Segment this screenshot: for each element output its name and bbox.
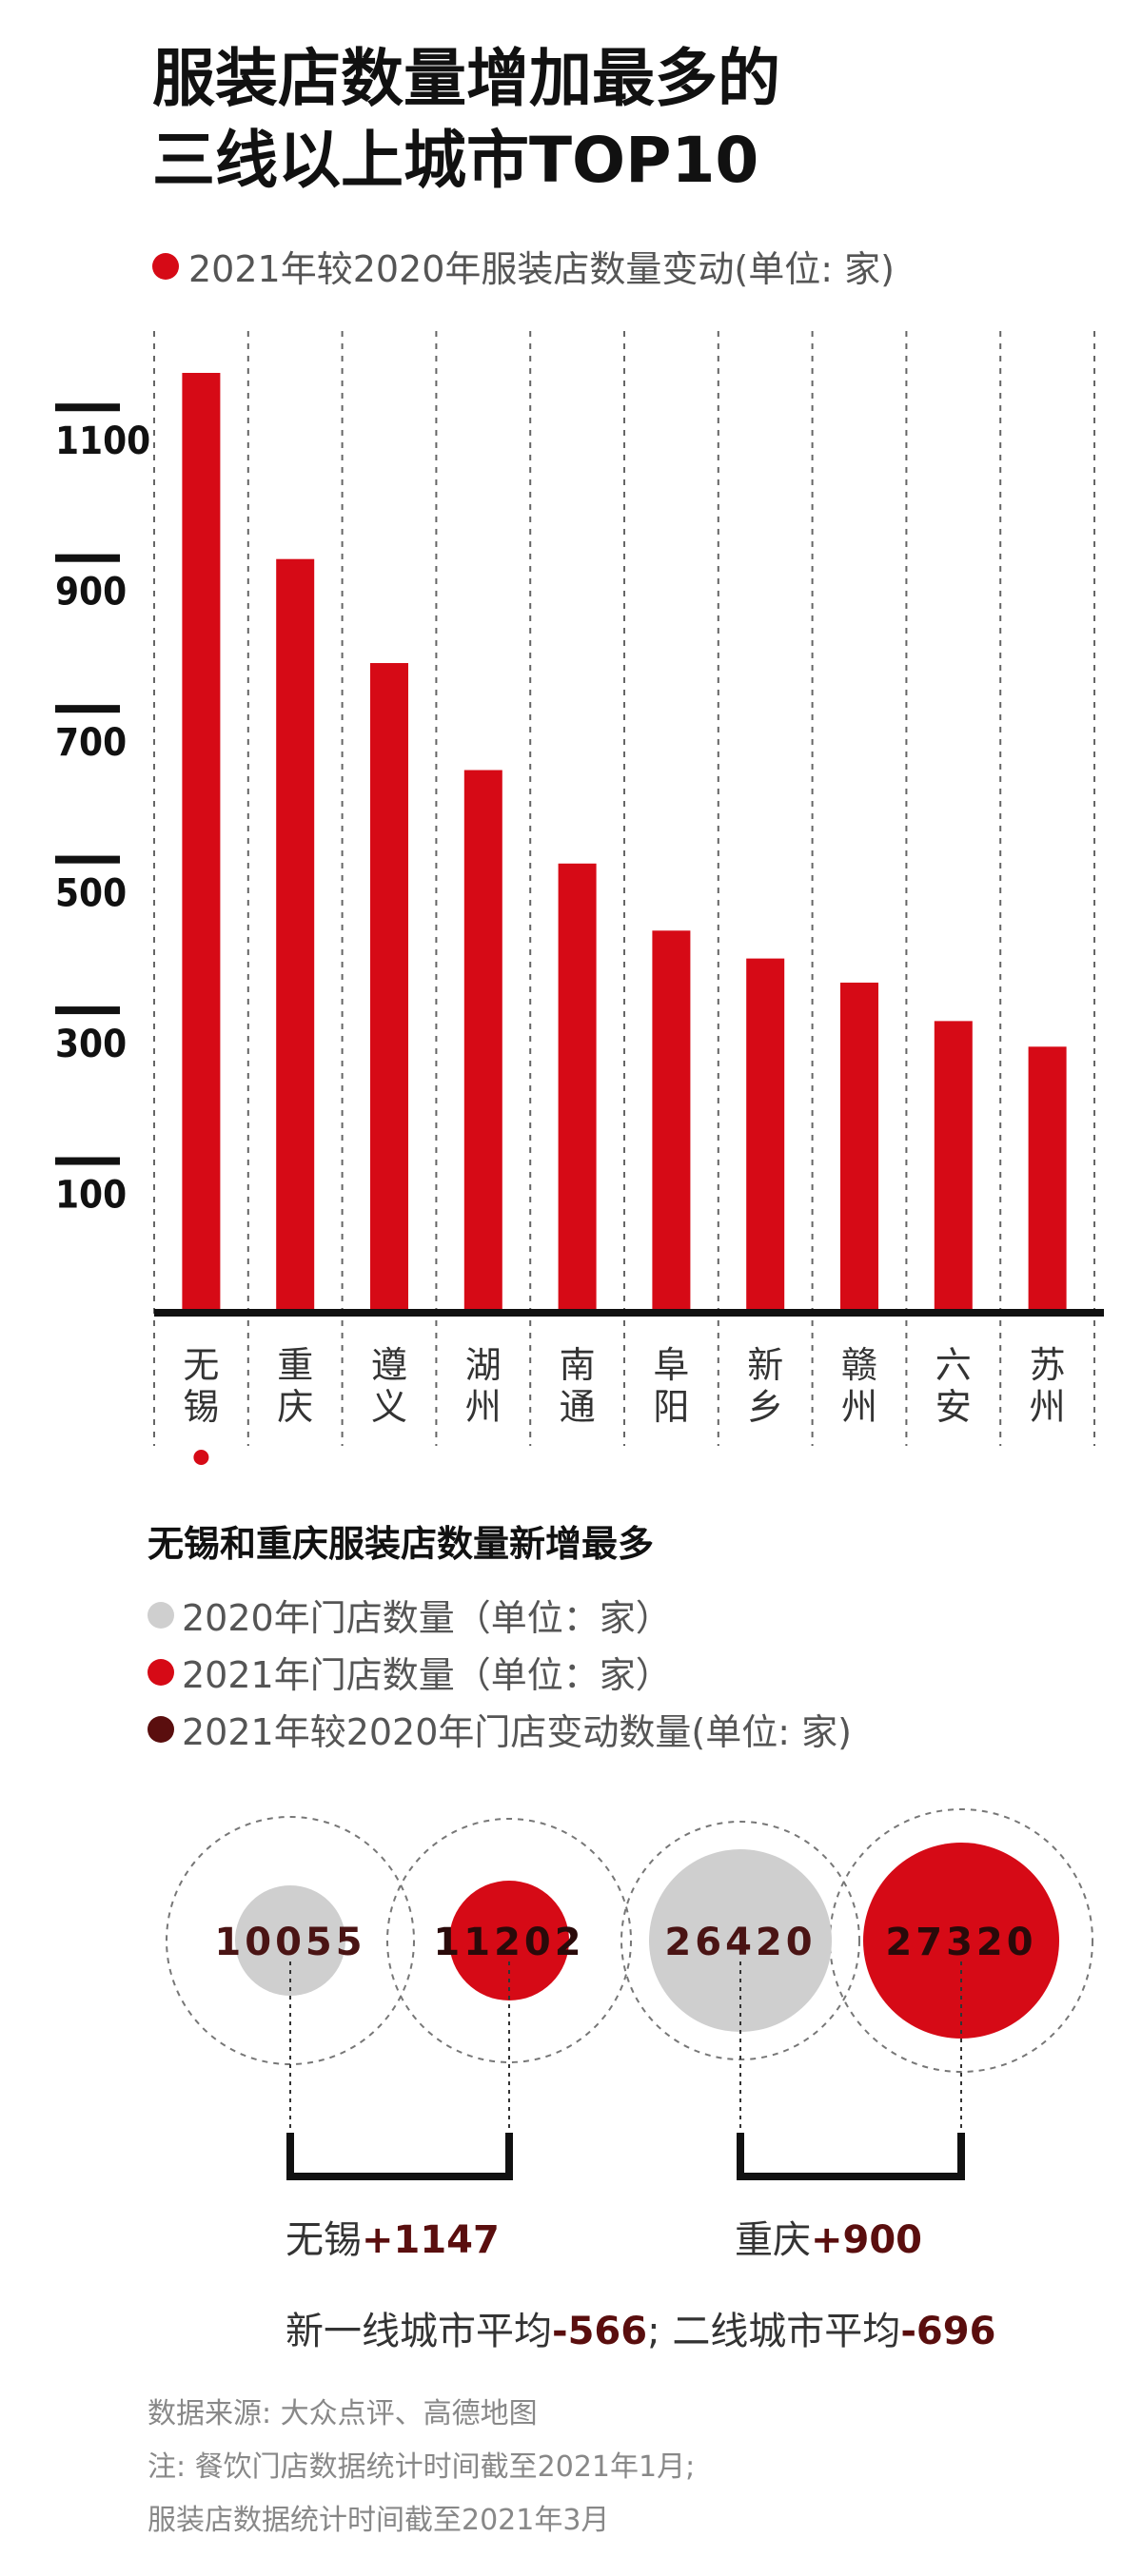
chart-title: 服装店数量增加最多的 三线以上城市TOP10 — [152, 38, 780, 202]
legend-grey-dot — [148, 1601, 174, 1629]
y-tick-label: 700 — [55, 721, 127, 765]
source-line-2: 注: 餐饮门店数据统计时间截至2021年1月; — [148, 2450, 696, 2484]
bubble-value-label: 11202 — [433, 1921, 584, 1964]
chongqing-change-value: +900 — [811, 2218, 923, 2262]
change-bracket — [737, 2133, 965, 2180]
legend-top: 2021年较2020年服装店数量变动(单位: 家) — [152, 240, 895, 292]
y-tick-mark — [55, 855, 120, 864]
bar-新乡 — [746, 958, 785, 1313]
tier1-avg-label: 新一线城市平均 — [286, 2310, 552, 2353]
bubble-27320 — [863, 1843, 1059, 2039]
x-tick-label: 安 — [935, 1386, 972, 1428]
legend-2021-label: 2021年门店数量（单位：家） — [182, 1654, 672, 1696]
source-line-3: 服装店数据统计时间截至2021年3月 — [148, 2504, 610, 2537]
x-tick-label: 湖 — [465, 1344, 502, 1386]
bar-重庆 — [276, 558, 315, 1313]
tier1-avg-value: -566 — [552, 2310, 648, 2353]
x-tick-label: 遵 — [371, 1344, 407, 1386]
source-line-1: 数据来源: 大众点评、高德地图 — [148, 2397, 538, 2430]
bar-遵义 — [370, 663, 408, 1313]
x-tick-label: 重 — [277, 1344, 313, 1386]
legend-2020: 2020年门店数量（单位：家） — [148, 1589, 672, 1641]
y-tick-mark — [55, 705, 120, 713]
tier2-avg-value: -696 — [900, 2310, 996, 2353]
bar-苏州 — [1028, 1046, 1067, 1313]
tier2-avg-label: 二线城市平均 — [672, 2310, 901, 2353]
legend-top-label: 2021年较2020年服装店数量变动(单位: 家) — [188, 248, 895, 290]
bubble-outline — [386, 1818, 632, 2063]
x-axis-baseline — [154, 1309, 1104, 1317]
x-tick-label: 州 — [841, 1386, 877, 1428]
legend-red-dot-2 — [148, 1658, 174, 1686]
x-tick-label: 阳 — [653, 1386, 689, 1428]
legend-2020-label: 2020年门店数量（单位：家） — [182, 1597, 672, 1639]
bar-六安 — [934, 1021, 973, 1313]
bar-南通 — [558, 863, 597, 1313]
bubble-11202 — [449, 1881, 569, 2000]
bubble-10055 — [235, 1885, 345, 1996]
bar-无锡 — [182, 372, 221, 1313]
y-tick-mark — [55, 403, 120, 412]
wuxi-change-value: +1147 — [362, 2218, 500, 2262]
bubble-value-label: 27320 — [885, 1921, 1036, 1964]
x-tick-label: 庆 — [277, 1386, 313, 1428]
section2-title: 无锡和重庆服装店数量新增最多 — [148, 1523, 655, 1565]
y-tick-mark — [55, 1006, 120, 1015]
title-line-2: 三线以上城市TOP10 — [152, 124, 759, 197]
highlight-marker-dot — [193, 1450, 209, 1465]
wuxi-change-annotation: 无锡+1147 — [286, 2209, 500, 2264]
change-bracket — [286, 2133, 513, 2180]
bubble-value-label: 10055 — [214, 1921, 365, 1964]
title-line-1: 服装店数量增加最多的 — [152, 42, 780, 115]
avg-separator: ; — [647, 2310, 673, 2353]
chongqing-city-label: 重庆 — [735, 2218, 811, 2262]
y-tick-mark — [55, 1157, 120, 1165]
averages-note: 新一线城市平均-566; 二线城市平均-696 — [286, 2300, 995, 2355]
bar-湖州 — [463, 770, 502, 1313]
x-tick-label: 阜 — [653, 1344, 689, 1386]
y-tick-label: 900 — [55, 571, 127, 615]
x-tick-label: 州 — [465, 1386, 502, 1428]
x-tick-label: 六 — [935, 1344, 972, 1386]
bubble-value-label: 26420 — [664, 1921, 816, 1964]
x-tick-label: 赣 — [841, 1344, 877, 1386]
legend-red-dot — [152, 252, 179, 280]
legend-change-label: 2021年较2020年门店变动数量(单位: 家) — [182, 1711, 852, 1753]
y-tick-mark — [55, 554, 120, 562]
bar-阜阳 — [652, 930, 691, 1313]
x-tick-label: 新 — [747, 1344, 783, 1386]
wuxi-city-label: 无锡 — [286, 2218, 362, 2262]
legend-2021: 2021年门店数量（单位：家） — [148, 1646, 672, 1698]
x-tick-label: 苏 — [1030, 1344, 1066, 1386]
y-tick-label: 100 — [55, 1174, 127, 1218]
y-tick-label: 1100 — [55, 420, 150, 463]
y-tick-label: 300 — [55, 1023, 127, 1066]
x-tick-label: 锡 — [183, 1386, 219, 1428]
y-tick-label: 500 — [55, 872, 127, 916]
bubble-chart: 10055 11202 26420 27320 — [166, 1808, 1093, 2180]
x-tick-label: 通 — [560, 1386, 596, 1428]
x-tick-label: 无 — [183, 1344, 219, 1386]
legend-change: 2021年较2020年门店变动数量(单位: 家) — [148, 1703, 852, 1755]
bubble-26420 — [649, 1849, 832, 2032]
legend-dark-dot — [148, 1715, 174, 1743]
x-tick-label: 州 — [1030, 1386, 1066, 1428]
chongqing-change-annotation: 重庆+900 — [735, 2209, 922, 2264]
bar-赣州 — [840, 982, 878, 1313]
x-tick-label: 南 — [560, 1344, 596, 1386]
x-tick-label: 乡 — [747, 1386, 783, 1428]
x-tick-label: 义 — [371, 1386, 407, 1428]
